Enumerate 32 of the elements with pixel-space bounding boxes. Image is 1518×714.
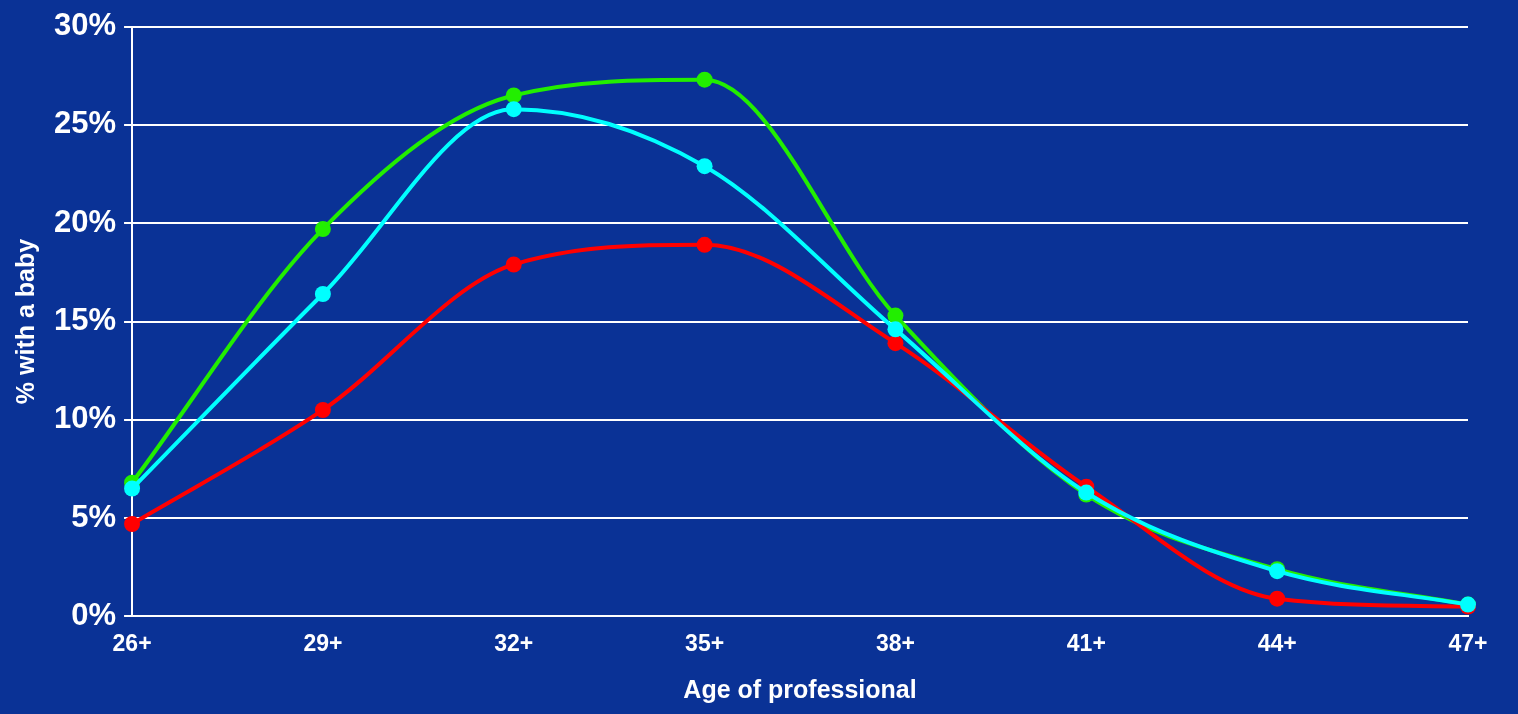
y-axis-title: % with a baby bbox=[10, 238, 39, 405]
point bbox=[696, 236, 713, 253]
x-tick-label: 35+ bbox=[685, 629, 725, 656]
x-axis-title: Age of professional bbox=[683, 674, 917, 703]
x-tick-label: 26+ bbox=[112, 629, 152, 656]
y-tick-label: 10% bbox=[54, 400, 117, 436]
point bbox=[314, 401, 331, 418]
point bbox=[505, 256, 522, 273]
point bbox=[124, 516, 141, 532]
x-tick-label: 44+ bbox=[1257, 629, 1297, 656]
y-tick-label: 20% bbox=[54, 203, 117, 239]
point bbox=[696, 71, 713, 88]
point bbox=[887, 321, 904, 338]
x-tick-label: 32+ bbox=[494, 629, 534, 656]
point bbox=[124, 480, 141, 497]
x-tick-label: 38+ bbox=[875, 629, 915, 656]
y-tick-label: 30% bbox=[54, 7, 117, 43]
x-tick-label: 47+ bbox=[1448, 629, 1488, 656]
point bbox=[314, 285, 331, 302]
x-tick-label: 41+ bbox=[1066, 629, 1106, 656]
point bbox=[887, 335, 904, 352]
y-tick-label: 0% bbox=[71, 596, 117, 632]
point bbox=[314, 221, 331, 238]
point bbox=[696, 158, 713, 175]
y-tick-label: 5% bbox=[71, 498, 117, 534]
point bbox=[1269, 590, 1286, 607]
point bbox=[505, 101, 522, 118]
x-tick-label: 29+ bbox=[303, 629, 343, 656]
point bbox=[505, 87, 522, 104]
point bbox=[887, 307, 904, 324]
y-tick-label: 25% bbox=[54, 105, 117, 141]
y-tick-label: 15% bbox=[54, 302, 117, 338]
